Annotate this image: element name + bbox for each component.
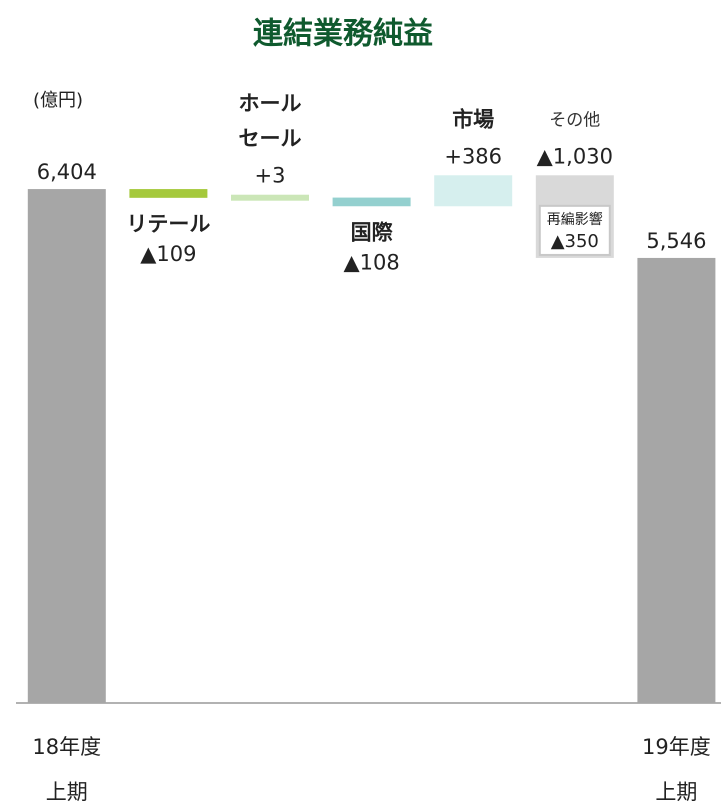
value-label: 5,546 xyxy=(646,229,706,253)
bar xyxy=(434,175,513,207)
category-label: セール xyxy=(239,127,302,151)
category-label: 市場 xyxy=(452,107,494,131)
value-label: ▲108 xyxy=(343,250,399,274)
value-label: ▲1,030 xyxy=(537,144,613,168)
x-tick-label: 19年度 xyxy=(642,735,711,759)
value-label: ▲109 xyxy=(140,242,196,266)
annotation-text: 再編影響 xyxy=(547,211,603,228)
value-label: 6,404 xyxy=(37,160,97,184)
bar xyxy=(332,197,411,207)
category-label: その他 xyxy=(549,110,600,130)
category-label: 国際 xyxy=(351,220,394,244)
annotation-box xyxy=(538,204,611,256)
value-label: +386 xyxy=(444,144,502,168)
x-tick-label: 上期 xyxy=(46,780,88,802)
category-label: ホール xyxy=(239,92,302,116)
bar xyxy=(27,189,106,704)
annotation-label: ▲350 xyxy=(551,231,599,252)
category-label: リテール xyxy=(126,212,210,236)
value-label: +3 xyxy=(255,164,286,188)
x-tick-label: 上期 xyxy=(655,780,697,802)
x-tick-label: 18年度 xyxy=(32,735,101,759)
unit-label: (億円) xyxy=(33,90,83,111)
bar xyxy=(129,189,208,198)
bar xyxy=(637,257,716,703)
chart-title: 連結業務純益 xyxy=(253,17,433,52)
bar xyxy=(231,194,309,201)
